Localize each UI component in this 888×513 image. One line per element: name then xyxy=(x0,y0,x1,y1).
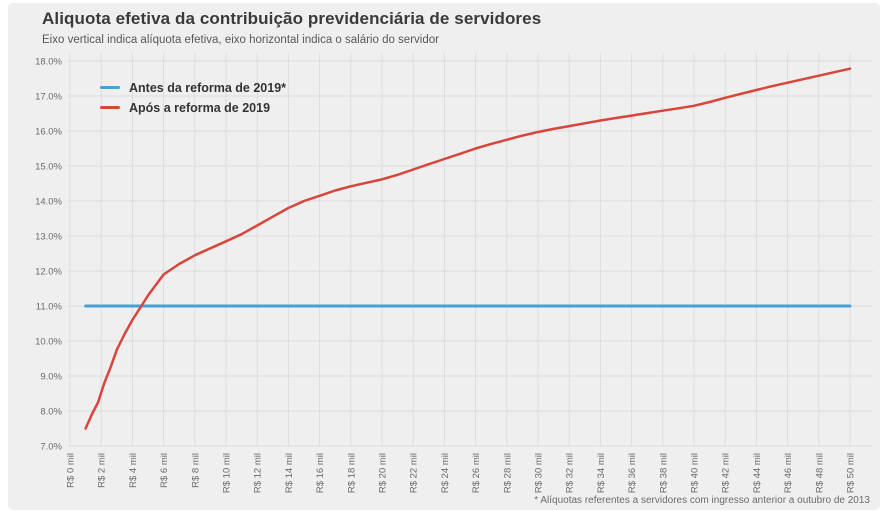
y-tick-label: 16.0% xyxy=(35,127,62,138)
x-tick-label: R$ 26 mil xyxy=(471,453,482,493)
x-tick-label: R$ 32 mil xyxy=(565,453,576,493)
legend-item-before-reform: Antes da reforma de 2019* xyxy=(100,79,286,96)
x-tick-label: R$ 48 mil xyxy=(814,453,825,493)
y-tick-label: 11.0% xyxy=(36,302,63,313)
y-tick-label: 18.0% xyxy=(35,57,62,68)
y-tick-label: 10.0% xyxy=(35,337,62,348)
legend-label-before-reform: Antes da reforma de 2019* xyxy=(129,80,287,95)
y-tick-label: 8.0% xyxy=(40,407,62,418)
x-tick-label: R$ 6 mil xyxy=(159,453,170,488)
chart-canvas: 7.0% 8.0% 9.0% 10.0% 11.0% 12.0% 13.0% 14.0% 15.… xyxy=(35,53,873,493)
x-tick-label: R$ 14 mil xyxy=(284,453,295,493)
x-tick-label: R$ 34 mil xyxy=(596,453,607,493)
page-subtitle: Eixo vertical indica alíquota efetiva, e… xyxy=(42,34,439,46)
x-tick-label: R$ 4 mil xyxy=(128,453,139,488)
x-tick-label: R$ 2 mil xyxy=(97,453,108,488)
legend-swatch-after-reform-line xyxy=(100,106,120,109)
x-tick-label: R$ 28 mil xyxy=(502,453,513,493)
y-tick-label: 9.0% xyxy=(40,372,62,383)
x-tick-label: R$ 0 mil xyxy=(66,453,77,488)
x-tick-label: R$ 40 mil xyxy=(690,453,701,493)
x-tick-label: R$ 36 mil xyxy=(627,453,638,493)
x-tick-label: R$ 38 mil xyxy=(658,453,669,493)
y-tick-label: 17.0% xyxy=(35,92,62,103)
x-tick-label: R$ 30 mil xyxy=(534,453,545,493)
y-tick-label: 13.0% xyxy=(35,232,62,243)
footnote: * Alíquotas referentes a servidores com … xyxy=(534,495,870,506)
x-tick-label: R$ 20 mil xyxy=(378,453,389,493)
series-line-after-reform xyxy=(84,67,852,430)
x-tick-label: R$ 22 mil xyxy=(409,453,420,493)
x-tick-label: R$ 12 mil xyxy=(253,453,264,493)
x-tick-label: R$ 16 mil xyxy=(315,453,326,493)
y-tick-label: 15.0% xyxy=(35,162,62,173)
y-tick-label: 7.0% xyxy=(40,442,62,453)
page-title: Aliquota efetiva da contribuição previde… xyxy=(42,9,542,28)
y-tick-label: 14.0% xyxy=(35,197,62,208)
legend-item-after-reform: Após a reforma de 2019 xyxy=(100,99,286,116)
x-tick-label: R$ 24 mil xyxy=(440,453,451,493)
x-tick-label: R$ 50 mil xyxy=(846,453,857,493)
x-tick-label: R$ 10 mil xyxy=(222,453,233,493)
chart-panel: Aliquota efetiva da contribuição previde… xyxy=(8,3,880,510)
legend-label-after-reform: Após a reforma de 2019 xyxy=(129,100,271,115)
x-tick-label: R$ 42 mil xyxy=(721,453,732,493)
legend-swatch-before-reform-line xyxy=(100,86,120,89)
chart-legend: Antes da reforma de 2019* Após a reforma… xyxy=(100,79,286,116)
x-tick-label: R$ 8 mil xyxy=(190,453,201,488)
x-tick-label: R$ 18 mil xyxy=(346,453,357,493)
y-tick-label: 12.0% xyxy=(35,267,62,278)
x-tick-label: R$ 46 mil xyxy=(783,453,794,493)
x-tick-label: R$ 44 mil xyxy=(752,453,763,493)
